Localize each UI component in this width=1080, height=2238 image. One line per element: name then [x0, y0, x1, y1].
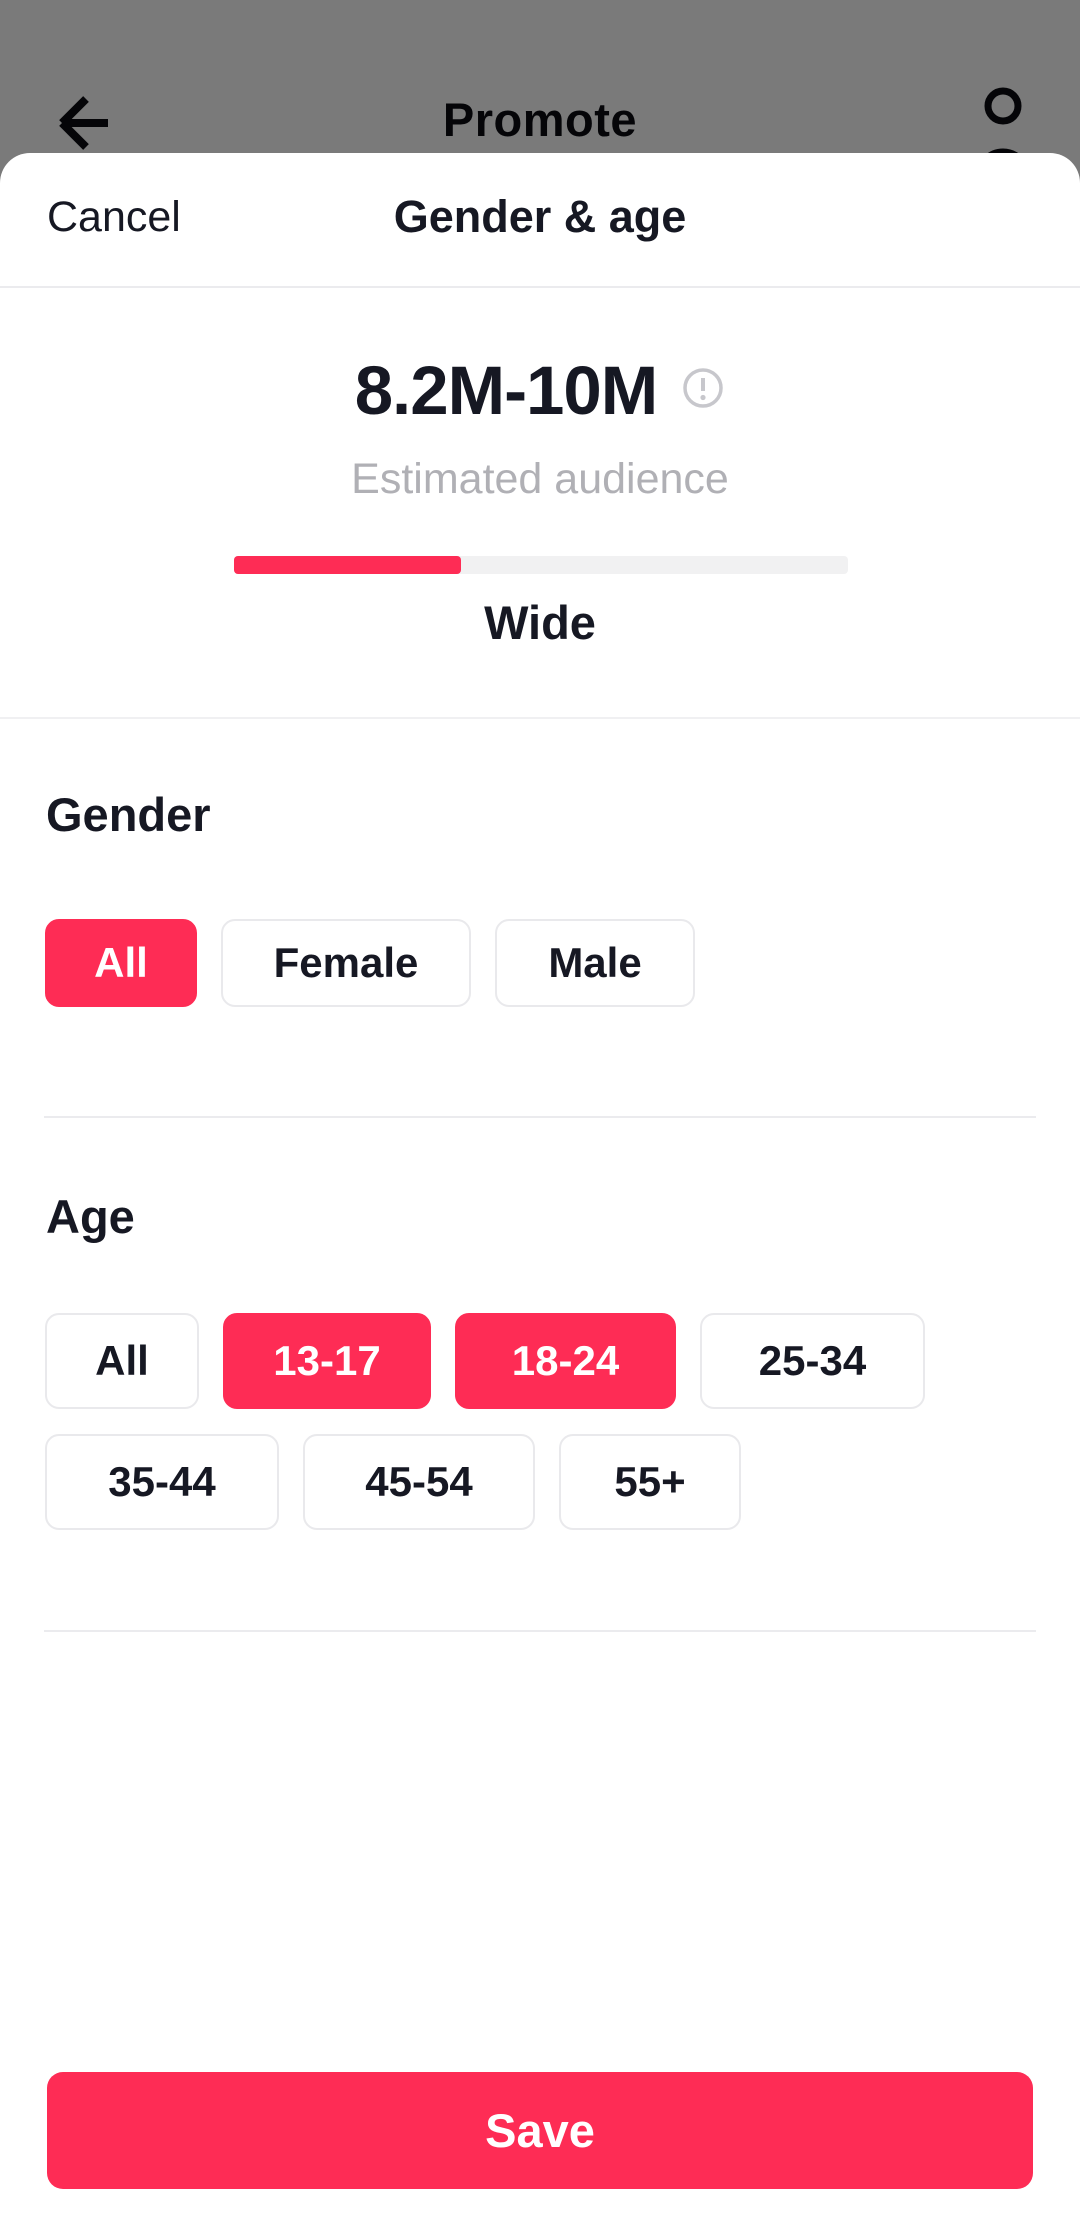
- gender-option-female[interactable]: Female: [221, 919, 471, 1007]
- section-divider: [44, 1116, 1036, 1118]
- section-divider: [0, 717, 1080, 719]
- age-option-13-17[interactable]: 13-17: [223, 1313, 431, 1409]
- age-option-35-44[interactable]: 35-44: [45, 1434, 279, 1530]
- audience-breadth-label: Wide: [484, 596, 596, 649]
- age-option-45-54[interactable]: 45-54: [303, 1434, 535, 1530]
- audience-value: 8.2M-10M: [354, 352, 659, 429]
- gender-option-male[interactable]: Male: [495, 919, 695, 1007]
- gender-option-all[interactable]: All: [45, 919, 197, 1007]
- age-option-55-plus[interactable]: 55+: [559, 1434, 741, 1530]
- age-options-row-2: 35-44 45-54 55+: [45, 1434, 741, 1530]
- estimated-audience-row: 8.2M-10M: [0, 351, 1080, 430]
- age-options-row-1: All 13-17 18-24 25-34: [45, 1313, 925, 1409]
- section-divider: [44, 1630, 1036, 1632]
- header-divider: [0, 286, 1080, 288]
- audience-caption: Estimated audience: [351, 455, 729, 503]
- save-button[interactable]: Save: [47, 2072, 1033, 2189]
- age-option-all[interactable]: All: [45, 1313, 199, 1409]
- age-option-18-24[interactable]: 18-24: [455, 1313, 676, 1409]
- audience-progress-track: [234, 556, 848, 574]
- sheet-title: Gender & age: [393, 191, 687, 242]
- gender-options: All Female Male: [45, 919, 695, 1007]
- age-option-25-34[interactable]: 25-34: [700, 1313, 925, 1409]
- gender-heading: Gender: [46, 788, 211, 841]
- gender-age-sheet: Cancel Gender & age 8.2M-10M Estimated a…: [0, 153, 1080, 2238]
- age-heading: Age: [46, 1190, 135, 1243]
- cancel-button[interactable]: Cancel: [47, 193, 181, 241]
- audience-progress-fill: [234, 556, 462, 574]
- info-icon[interactable]: [681, 366, 725, 415]
